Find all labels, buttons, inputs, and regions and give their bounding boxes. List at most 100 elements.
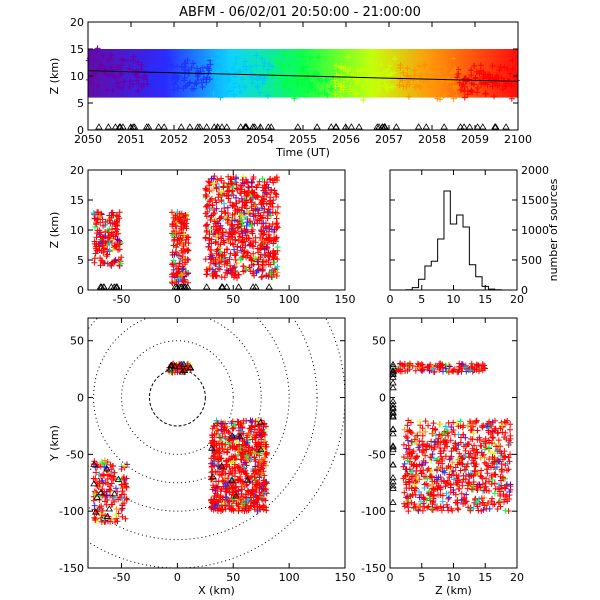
time-height-source-marker: [207, 61, 214, 68]
z-y-source-marker: [436, 366, 443, 373]
x-y-source-marker: [218, 420, 225, 427]
z-y-source-marker: [481, 487, 488, 494]
time-height-source-marker: [298, 65, 305, 72]
x-z-source-marker: [178, 225, 185, 232]
z-y-source-marker: [477, 442, 484, 449]
z-y-source-marker: [478, 495, 485, 502]
time-height-source-marker: [115, 79, 122, 86]
time-height-source-marker: [502, 83, 509, 90]
z-y-source-marker: [497, 492, 504, 499]
z-y-source-marker: [446, 456, 453, 463]
time-height-ytick-label: 10: [70, 70, 84, 83]
x-y-ground-marker: [90, 460, 98, 467]
time-height-source-marker: [375, 70, 382, 77]
x-z-source-marker: [237, 255, 244, 262]
z-y-source-marker: [501, 434, 508, 441]
z-y-source-marker: [400, 441, 407, 448]
time-height-source-marker: [269, 72, 276, 79]
time-height-source-marker: [225, 76, 232, 83]
z-y-source-marker: [495, 486, 502, 493]
x-z-source-marker: [269, 249, 276, 256]
time-height-source-marker: [448, 69, 455, 76]
x-y-source-marker: [120, 475, 127, 482]
z-y-ground-marker: [389, 443, 397, 450]
x-z-source-marker: [213, 205, 220, 212]
x-z-source-marker: [257, 213, 264, 220]
time-height-source-marker: [509, 57, 516, 64]
time-height-ground-marker: [440, 123, 448, 130]
z-y-source-marker: [505, 437, 512, 444]
x-y-ground-marker: [228, 476, 236, 483]
histogram-xtick-label: 10: [447, 293, 461, 306]
x-y-ground-marker: [257, 445, 265, 453]
x-z-source-marker: [208, 240, 215, 247]
x-z-source-marker: [263, 272, 270, 279]
z-y-ytick-label: 50: [372, 335, 386, 348]
x-z-source-marker: [173, 271, 180, 278]
time-height-source-marker: [242, 63, 249, 70]
x-z-source-marker: [203, 229, 210, 236]
z-y-ground-marker: [389, 408, 397, 415]
time-height-source-marker: [121, 78, 128, 85]
x-z-ground-marker: [265, 283, 273, 290]
time-height-source-marker: [243, 66, 250, 73]
x-z-source-marker: [181, 248, 188, 255]
time-height-source-marker: [193, 81, 200, 88]
time-height-source-marker: [226, 87, 233, 94]
histogram-xtick-label: 5: [418, 293, 425, 306]
x-z-source-marker: [217, 241, 224, 248]
time-height-source-marker: [260, 63, 267, 70]
time-height-source-marker: [498, 75, 505, 82]
time-height-source-marker: [237, 89, 243, 96]
x-y-source-marker: [241, 507, 248, 514]
x-z-source-marker: [253, 269, 260, 276]
time-height-source-marker: [412, 84, 419, 91]
x-y-source-marker: [92, 515, 99, 522]
x-z-source-marker: [231, 246, 238, 253]
x-z-source-marker: [260, 200, 267, 207]
x-y-range-ring: [93, 318, 262, 484]
x-z-source-marker: [93, 234, 100, 241]
z-y-source-marker: [403, 445, 410, 452]
x-y-source-marker: [232, 484, 239, 491]
x-y-source-marker: [263, 490, 270, 497]
z-y-source-marker: [420, 366, 427, 373]
time-height-source-marker: [333, 62, 340, 69]
z-y-source-marker: [486, 456, 493, 463]
z-y-source-marker: [468, 360, 475, 367]
x-z-source-marker: [238, 195, 245, 202]
time-height-source-marker: [233, 55, 240, 62]
x-y-source-marker: [218, 441, 225, 448]
z-y-source-marker: [431, 478, 438, 485]
x-z-source-marker: [112, 223, 119, 230]
time-height-source-marker: [150, 76, 157, 83]
x-y-source-marker: [223, 458, 230, 465]
x-y-source-marker: [248, 490, 255, 497]
x-y-source-marker: [235, 507, 242, 514]
x-y-source-marker: [214, 468, 221, 475]
x-z-source-marker: [261, 187, 268, 194]
time-height-source-marker: [470, 81, 477, 88]
time-height-source-marker: [253, 62, 260, 69]
z-y-source-marker: [404, 457, 411, 464]
x-z-source-marker: [255, 249, 262, 256]
time-height-source-marker: [477, 67, 484, 74]
x-y-range-ring: [121, 340, 234, 455]
x-z-axes: -50 0 50 100 150 0 5 10 15 20 Z (km): [48, 164, 356, 306]
time-height-source-marker: [178, 63, 185, 70]
time-height-source-marker: [359, 82, 366, 89]
x-z-source-marker: [214, 176, 221, 183]
x-y-source-marker: [213, 494, 220, 501]
x-y-source-marker: [109, 494, 116, 501]
z-y-source-marker: [444, 426, 451, 433]
x-y-ground-marker: [209, 473, 217, 480]
time-height-source-marker: [405, 93, 412, 100]
x-z-source-marker: [224, 204, 231, 211]
x-z-source-marker: [96, 213, 103, 220]
time-height-source-marker: [281, 52, 288, 59]
x-z-source-marker: [267, 234, 274, 241]
z-y-source-marker: [433, 466, 440, 473]
time-height-source-marker: [99, 52, 106, 59]
z-y-ytick-label: 0: [379, 392, 386, 405]
x-y-ytick-label: -50: [66, 448, 84, 461]
